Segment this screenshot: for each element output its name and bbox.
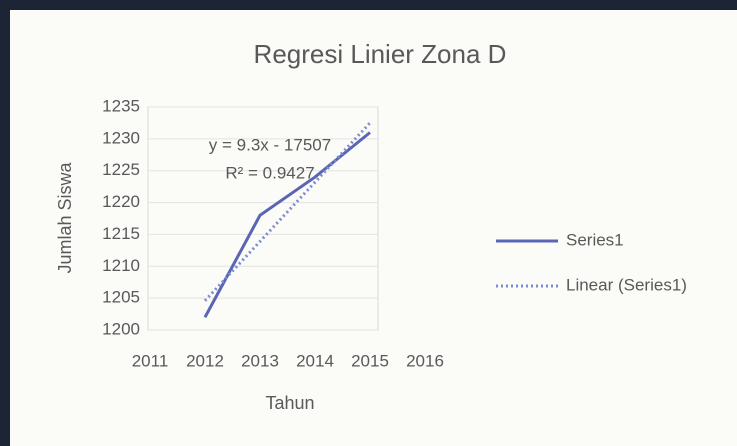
legend-label: Linear (Series1) [566, 275, 687, 294]
y-tick-label: 1225 [102, 160, 140, 179]
chart-title: Regresi Linier Zona D [254, 39, 507, 69]
x-tick-label: 2011 [132, 351, 169, 370]
x-tick-label: 2013 [241, 351, 279, 370]
y-tick-label: 1210 [102, 256, 140, 275]
trendline-annotation: R² = 0.9427 [225, 163, 314, 182]
x-axis-label: Tahun [265, 393, 314, 413]
y-axis-label: Jumlah Siswa [55, 161, 75, 273]
x-tick-label: 2014 [296, 351, 334, 370]
y-tick-label: 1230 [102, 128, 140, 147]
y-tick-label: 1205 [102, 288, 140, 307]
chart-area [10, 10, 737, 446]
trendline-annotation: y = 9.3x - 17507 [209, 135, 331, 154]
x-tick-label: 2012 [186, 351, 224, 370]
y-tick-label: 1235 [102, 96, 140, 115]
series-line [203, 131, 371, 318]
legend-label: Series1 [566, 230, 624, 249]
y-tick-label: 1220 [102, 192, 140, 211]
x-tick-label: 2016 [406, 351, 444, 370]
series-line [203, 121, 372, 302]
y-tick-label: 1200 [102, 319, 140, 338]
x-tick-label: 2015 [351, 351, 389, 370]
y-tick-label: 1215 [102, 224, 140, 243]
